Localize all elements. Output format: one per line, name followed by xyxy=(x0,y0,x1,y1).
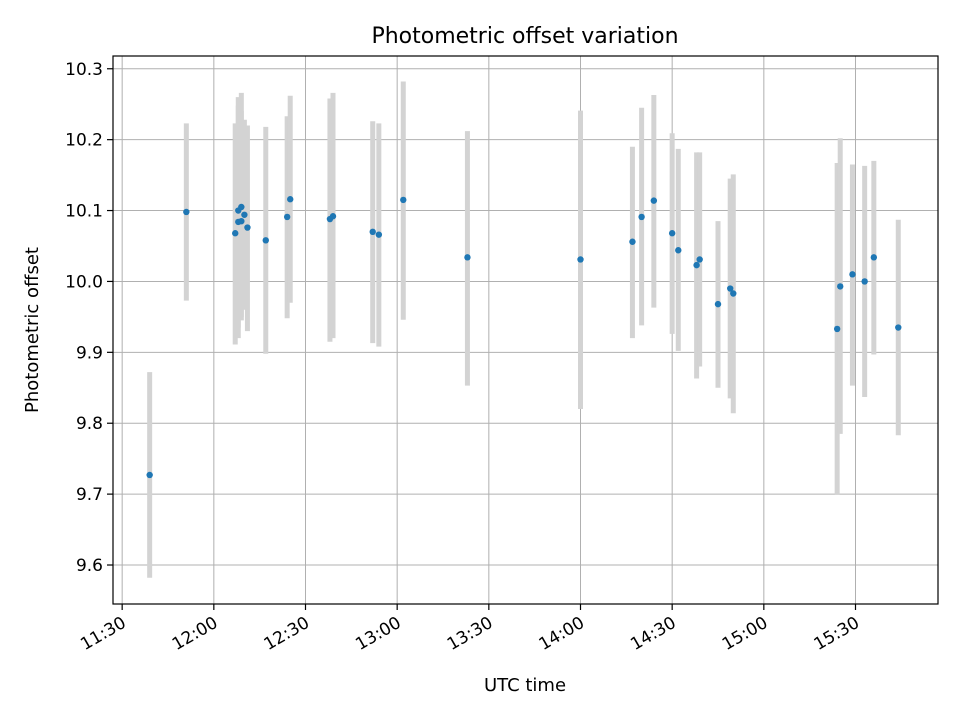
y-tick-label: 9.6 xyxy=(76,556,103,576)
data-point xyxy=(262,237,269,244)
data-point xyxy=(146,471,153,479)
plot-frame xyxy=(112,55,939,605)
data-point xyxy=(283,213,291,221)
point-layer xyxy=(146,196,902,479)
y-tick-label: 10.0 xyxy=(65,272,103,292)
data-point xyxy=(241,211,248,218)
data-point xyxy=(837,283,844,290)
x-tick-label: 12:30 xyxy=(261,613,313,655)
y-tick-label: 9.8 xyxy=(76,414,103,434)
data-point xyxy=(696,256,703,263)
x-tick-label: 15:30 xyxy=(811,613,863,655)
y-tick-label: 9.7 xyxy=(76,485,103,505)
x-axis-label: UTC time xyxy=(484,675,566,696)
chart-title: Photometric offset variation xyxy=(371,24,678,49)
x-tick-label: 14:00 xyxy=(536,613,588,655)
x-tick-label: 13:30 xyxy=(444,613,496,655)
data-point xyxy=(727,285,734,292)
data-point xyxy=(849,271,856,278)
data-point xyxy=(375,231,383,238)
data-point xyxy=(833,325,841,333)
data-point xyxy=(870,254,878,261)
x-tick-label: 14:30 xyxy=(627,613,679,655)
y-tick-label: 10.1 xyxy=(65,202,103,222)
data-point xyxy=(232,230,239,237)
data-point xyxy=(244,224,251,231)
x-tick-label: 15:00 xyxy=(719,613,771,655)
data-point xyxy=(329,213,337,220)
data-point xyxy=(238,217,245,225)
data-point xyxy=(861,278,868,285)
data-point xyxy=(675,247,682,254)
data-point xyxy=(577,256,584,263)
data-point xyxy=(650,197,658,204)
data-point xyxy=(895,324,902,331)
x-tick-label: 12:00 xyxy=(169,613,221,655)
data-point xyxy=(693,261,700,269)
data-point xyxy=(183,208,190,216)
data-point xyxy=(638,213,645,221)
data-point xyxy=(464,254,471,261)
x-tick-label: 11:30 xyxy=(77,613,129,655)
data-point xyxy=(668,230,676,237)
data-point xyxy=(287,196,294,203)
data-point xyxy=(714,300,722,308)
x-tick-label: 13:00 xyxy=(352,613,404,655)
data-point xyxy=(369,228,376,236)
y-tick-label: 9.9 xyxy=(76,343,103,363)
data-point xyxy=(238,203,245,211)
y-tick-label: 10.2 xyxy=(65,131,103,151)
errorbar-layer xyxy=(147,81,901,578)
y-tick-label: 10.3 xyxy=(65,60,103,80)
data-point xyxy=(629,238,636,245)
data-point xyxy=(400,196,407,204)
data-point xyxy=(730,290,737,297)
y-axis-label: Photometric offset xyxy=(22,247,43,413)
